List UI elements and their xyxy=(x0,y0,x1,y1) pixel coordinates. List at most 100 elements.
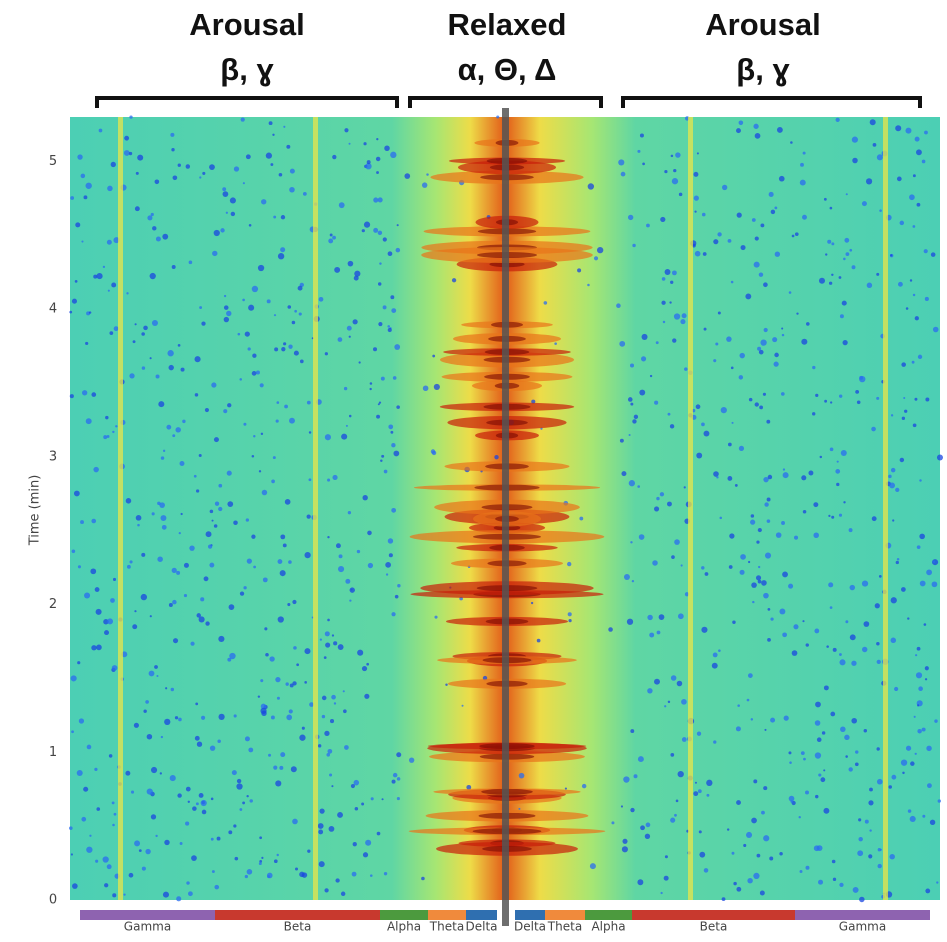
speckle xyxy=(702,252,707,256)
band-segment xyxy=(515,910,545,920)
speckle xyxy=(260,679,264,683)
speckle xyxy=(394,344,401,350)
speckle xyxy=(675,799,679,803)
speckle xyxy=(696,452,703,459)
speckle xyxy=(298,312,302,316)
speckle xyxy=(280,752,286,758)
bracket xyxy=(621,96,922,108)
speckle xyxy=(176,896,182,902)
speckle xyxy=(78,718,85,724)
speckle xyxy=(799,870,803,873)
speckle xyxy=(123,893,126,896)
speckle xyxy=(662,320,666,324)
speckle xyxy=(276,401,280,404)
speckle xyxy=(876,396,880,400)
speckle xyxy=(259,383,264,388)
speckle xyxy=(763,282,768,288)
speckle xyxy=(715,342,719,346)
speckle xyxy=(851,717,857,724)
speckle xyxy=(876,154,883,161)
speckle xyxy=(915,654,918,657)
speckle xyxy=(248,304,255,311)
speckle xyxy=(169,775,176,782)
speckle xyxy=(276,696,280,700)
speckle xyxy=(649,374,653,378)
bracket xyxy=(408,96,603,108)
speckle xyxy=(671,178,679,185)
speckle xyxy=(134,610,137,613)
band-edge xyxy=(118,117,123,900)
speckle xyxy=(554,342,557,345)
speckle xyxy=(361,229,365,233)
speckle xyxy=(77,565,82,569)
speckle xyxy=(93,274,98,279)
speckle xyxy=(253,434,256,438)
speckle xyxy=(734,484,738,487)
speckle xyxy=(110,161,116,168)
speckle xyxy=(192,806,197,811)
speckle xyxy=(379,262,382,265)
speckle xyxy=(180,512,183,516)
speckle xyxy=(673,313,681,320)
speckle xyxy=(916,202,921,207)
speckle xyxy=(209,164,215,171)
speckle xyxy=(693,171,699,177)
speckle xyxy=(656,630,661,635)
speckle xyxy=(670,817,676,823)
speckle xyxy=(820,777,826,783)
speckle xyxy=(291,320,296,325)
speckle xyxy=(317,823,324,829)
speckle xyxy=(858,836,863,842)
speckle xyxy=(273,215,277,219)
band-label: Gamma xyxy=(124,920,171,934)
speckle xyxy=(75,222,81,228)
speckle xyxy=(776,126,783,133)
speckle xyxy=(876,642,880,646)
speckle xyxy=(746,698,750,702)
speckle xyxy=(195,802,199,806)
speckle xyxy=(829,606,833,609)
speckle xyxy=(378,401,382,404)
speckle xyxy=(782,571,788,578)
speckle xyxy=(290,766,297,773)
speckle xyxy=(182,419,186,424)
speckle xyxy=(637,149,641,153)
speckle xyxy=(317,744,322,748)
speckle xyxy=(299,359,304,364)
speckle xyxy=(621,846,628,853)
speckle xyxy=(151,319,158,327)
speckle xyxy=(451,278,457,283)
speckle xyxy=(745,293,752,300)
speckle xyxy=(248,223,252,227)
speckle xyxy=(333,641,338,646)
speckle xyxy=(205,531,212,538)
speckle xyxy=(239,808,243,811)
speckle xyxy=(779,608,786,615)
speckle xyxy=(697,789,702,794)
speckle xyxy=(150,766,158,774)
band-segment xyxy=(380,910,428,920)
speckle xyxy=(275,780,282,787)
speckle xyxy=(214,501,220,506)
speckle xyxy=(194,356,201,363)
speckle xyxy=(388,424,394,430)
speckle xyxy=(923,623,927,626)
speckle xyxy=(107,185,113,192)
speckle xyxy=(357,649,364,656)
speckle xyxy=(243,422,247,426)
speckle xyxy=(740,245,746,251)
annotation-bands: β, ɣ xyxy=(736,52,790,87)
speckle xyxy=(805,865,810,870)
speckle xyxy=(172,434,176,438)
speckle xyxy=(332,154,337,160)
speckle xyxy=(230,211,236,217)
speckle xyxy=(178,717,182,722)
speckle xyxy=(71,298,77,304)
speckle xyxy=(739,352,745,359)
speckle xyxy=(106,239,112,245)
speckle xyxy=(567,561,572,567)
speckle xyxy=(891,774,897,780)
speckle xyxy=(287,603,291,607)
speckle xyxy=(112,823,115,827)
speckle xyxy=(701,566,705,570)
